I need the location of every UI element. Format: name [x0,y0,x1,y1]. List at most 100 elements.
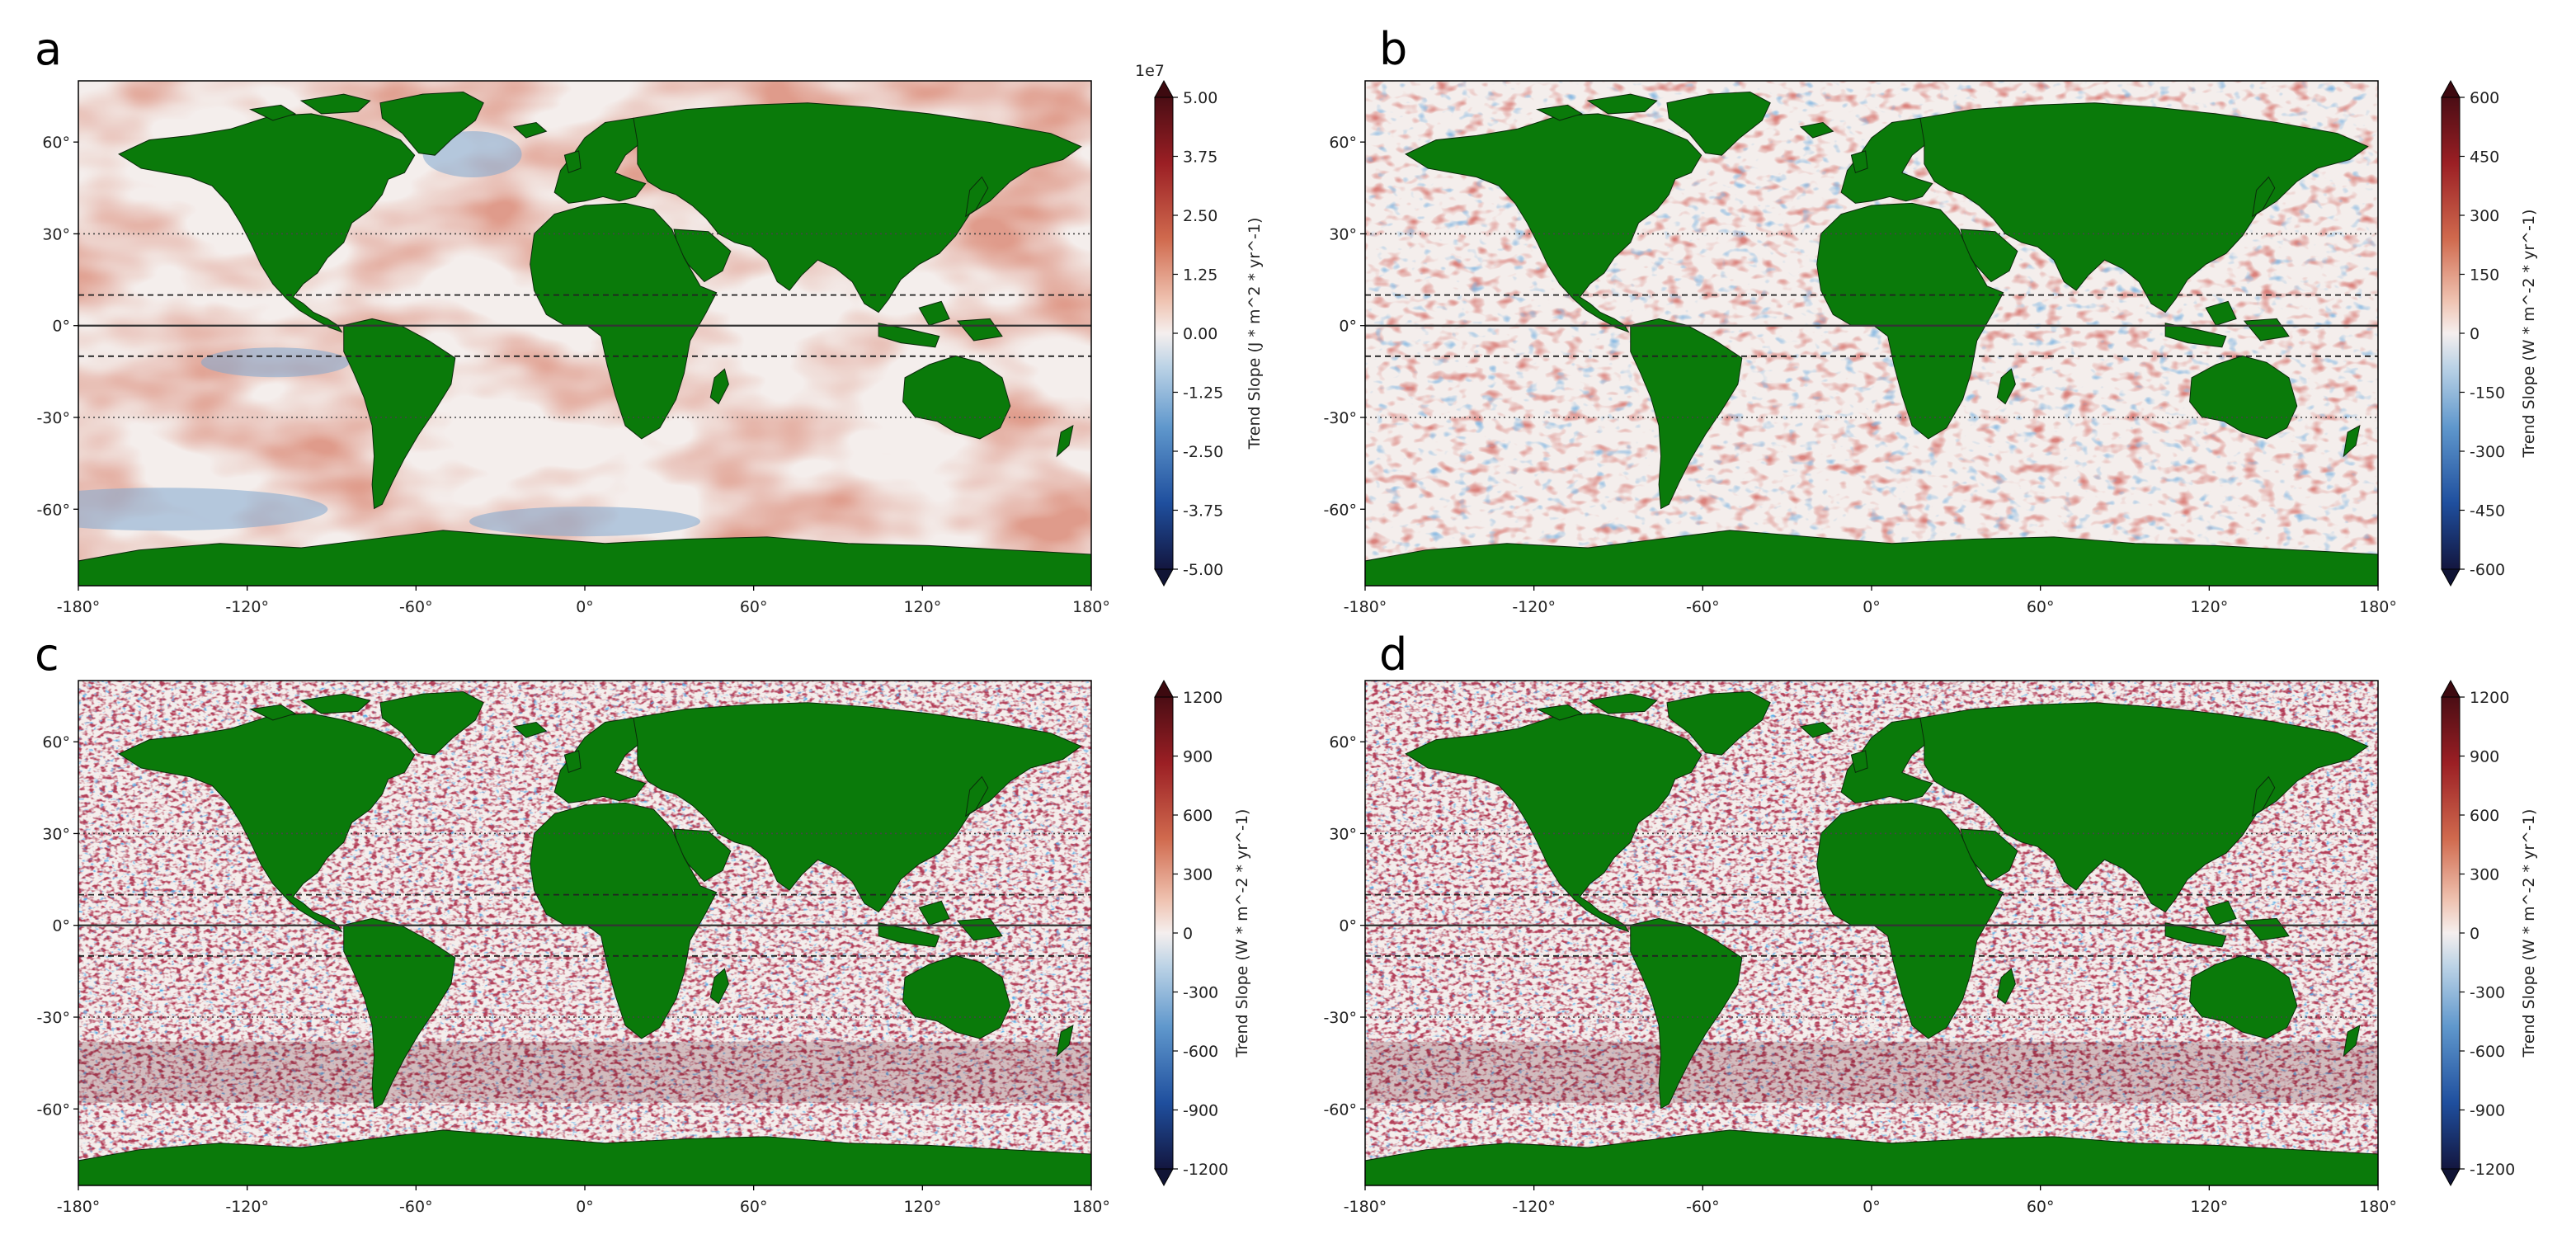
southern-ocean-band [1365,1041,2378,1103]
panel-letter: b [1379,23,1407,75]
lat-tick-label: 0° [52,318,70,336]
lat-tick-label: 60° [42,733,70,752]
colorbar-tick-label: 1.25 [1183,266,1217,285]
lat-tick-label: 60° [1329,134,1357,152]
colorbar-min-extend [1154,1168,1174,1187]
colorbar: 5.00 3.75 2.50 1.25 0.00 -1.25 -2.50 -3.75 -5.00… [1135,62,1264,587]
lon-tick-label: 120° [903,598,941,616]
colorbar-label: Trend Slope (W * m^-2 * yr^-1) [2520,210,2538,459]
lon-tick-label: 60° [2027,1198,2055,1216]
colorbar-tick-label: -300 [1183,984,1218,1002]
colorbar-tick-label: 600 [2470,807,2499,825]
lon-tick-label: -120° [225,1198,269,1216]
panels: a 60° 30° 0° -30° -60° -180° -120° -60° 0° 60° 120°… [35,23,2538,1216]
colorbar-label: Trend Slope (J * m^2 * yr^-1) [1246,218,1264,450]
lat-tick-label: 60° [1329,733,1357,752]
lat-tick-label: 0° [1339,917,1357,935]
colorbar-label: Trend Slope (W * m^-2 * yr^-1) [1233,809,1251,1058]
lon-tick-label: -180° [1344,598,1387,616]
lon-tick-label: 120° [903,1198,941,1216]
colorbar-label: Trend Slope (W * m^-2 * yr^-1) [2520,809,2538,1058]
colorbar: 1200 900 600 300 0 -300 -600 -900 -1200 Trend Slo… [2441,679,2538,1187]
colorbar-min-extend [2441,1168,2461,1187]
lon-tick-label: 60° [2027,598,2055,616]
lon-tick-label: -60° [399,1198,433,1216]
colorbar-tick-label: 0 [2470,325,2479,343]
lat-tick-label: 30° [42,825,70,843]
colorbar-tick-label: 0 [1183,925,1193,943]
colorbar-tick-label: -5.00 [1183,561,1223,579]
lon-tick-label: 0° [576,598,594,616]
lat-tick-label: -30° [1323,1009,1357,1027]
lat-tick-label: -60° [1323,1100,1357,1119]
lat-tick-label: -30° [36,1009,70,1027]
lat-tick-label: -30° [36,409,70,427]
lon-tick-label: -180° [57,1198,101,1216]
colorbar-tick-label: 0.00 [1183,325,1217,343]
map-area [78,681,1091,1185]
lat-tick-label: -60° [36,1100,70,1119]
colorbar-tick-label: 5.00 [1183,89,1217,107]
colorbar-tick-label: 2.50 [1183,207,1217,225]
lon-tick-label: 120° [2190,1198,2228,1216]
colorbar-tick-label: -150 [2470,384,2505,403]
colorbar: 1200 900 600 300 0 -300 -600 -900 -1200 Trend Slo… [1154,679,1251,1187]
lat-tick-label: -30° [1323,409,1357,427]
lon-tick-label: 0° [1863,598,1881,616]
lon-tick-label: -180° [1344,1198,1387,1216]
lon-tick-label: 60° [740,598,768,616]
lat-tick-label: 0° [1339,318,1357,336]
colorbar-multiplier: 1e7 [1135,62,1165,80]
colorbar-tick-label: 1200 [2470,689,2509,707]
colorbar-gradient [1154,696,1174,1170]
colorbar-gradient [2441,97,2461,570]
lat-tick-label: -60° [36,501,70,519]
colorbar-tick-label: -600 [1183,1043,1218,1061]
colorbar-tick-label: -600 [2470,1043,2505,1061]
lon-tick-label: -120° [1512,598,1556,616]
lon-tick-label: 0° [1863,1198,1881,1216]
lat-tick-label: 30° [42,225,70,243]
lon-tick-label: -60° [399,598,433,616]
colorbar-tick-label: -300 [2470,984,2505,1002]
lon-tick-label: 180° [2359,598,2397,616]
colorbar-tick-label: 600 [2470,89,2499,107]
colorbar-gradient [2441,696,2461,1170]
lon-tick-label: -180° [57,598,101,616]
lon-tick-label: -60° [1686,1198,1720,1216]
map-area [1365,681,2378,1185]
lon-tick-label: 180° [1072,1198,1110,1216]
lon-tick-label: -120° [1512,1198,1556,1216]
colorbar-max-extend [2441,79,2461,98]
colorbar-tick-label: 900 [2470,748,2499,766]
negative-trend-patch [200,347,350,378]
lat-tick-label: 30° [1329,825,1357,843]
colorbar-tick-label: -450 [2470,502,2505,521]
colorbar-tick-label: 300 [1183,866,1213,884]
southern-ocean-band [78,1041,1091,1103]
colorbar-max-extend [1154,679,1174,698]
lon-tick-label: 180° [2359,1198,2397,1216]
lon-tick-label: 180° [1072,598,1110,616]
lon-tick-label: 0° [576,1198,594,1216]
colorbar-tick-label: 600 [1183,807,1213,825]
colorbar-tick-label: 1200 [1183,689,1222,707]
panel-d: d 60° 30° 0° -30° -60° -180° -120° -60° 0° 60° 120°… [1323,629,2538,1216]
colorbar-min-extend [1154,568,1174,587]
panel-b: b 60° 30° 0° -30° -60° -180° -120° -60° 0° 60° 120°… [1323,23,2538,616]
colorbar-tick-label: -1.25 [1183,384,1223,403]
colorbar-max-extend [1154,79,1174,98]
colorbar-tick-label: 300 [2470,866,2499,884]
colorbar-gradient [1154,97,1174,570]
colorbar-tick-label: -900 [1183,1102,1218,1120]
colorbar-tick-label: -1200 [2470,1161,2515,1179]
colorbar-tick-label: -900 [2470,1102,2505,1120]
lat-tick-label: 60° [42,134,70,152]
negative-trend-patch [78,488,328,531]
lon-tick-label: -120° [225,598,269,616]
colorbar-tick-label: -3.75 [1183,502,1223,521]
lat-tick-label: 30° [1329,225,1357,243]
colorbar-tick-label: 300 [2470,207,2499,225]
lon-tick-label: 120° [2190,598,2228,616]
